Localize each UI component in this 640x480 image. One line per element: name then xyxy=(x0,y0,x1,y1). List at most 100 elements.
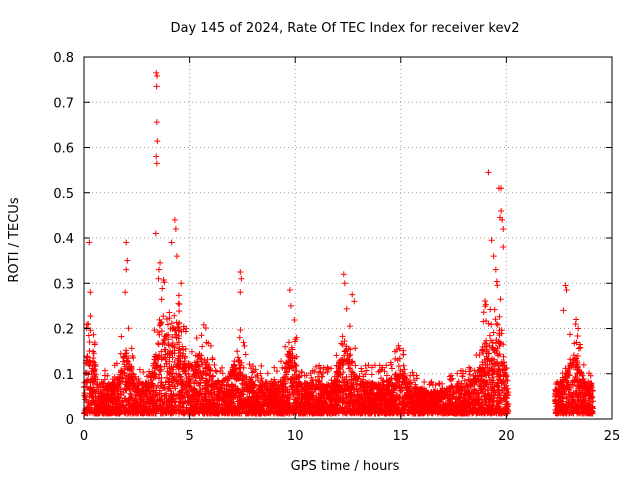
data-point xyxy=(330,381,337,388)
data-point xyxy=(205,364,212,371)
data-point xyxy=(127,365,134,372)
data-point xyxy=(298,369,305,376)
data-point xyxy=(436,380,443,387)
data-point xyxy=(358,365,365,372)
data-point xyxy=(400,347,407,354)
data-point xyxy=(453,403,460,410)
data-point xyxy=(153,362,160,369)
data-point xyxy=(169,382,176,389)
data-point xyxy=(125,396,132,403)
data-point xyxy=(158,327,165,334)
data-point xyxy=(188,406,195,413)
data-point xyxy=(333,388,340,395)
data-point xyxy=(151,353,158,360)
data-point xyxy=(129,370,136,377)
data-point xyxy=(401,401,408,408)
data-point xyxy=(179,394,186,401)
data-point xyxy=(116,410,123,417)
data-point xyxy=(390,408,397,415)
data-point xyxy=(288,344,295,351)
data-point xyxy=(151,370,158,377)
data-point xyxy=(493,381,500,388)
data-point xyxy=(209,410,216,417)
data-point xyxy=(205,340,212,347)
data-point xyxy=(486,367,493,374)
data-point xyxy=(260,407,267,414)
data-point xyxy=(455,386,462,393)
data-point xyxy=(136,366,143,373)
data-point xyxy=(194,389,201,396)
data-point xyxy=(367,389,374,396)
data-point xyxy=(401,395,408,402)
data-point xyxy=(292,367,299,374)
data-point xyxy=(187,379,194,386)
data-point xyxy=(295,410,302,417)
data-point xyxy=(109,397,116,404)
data-point xyxy=(128,385,135,392)
data-point xyxy=(194,369,201,376)
data-point xyxy=(475,399,482,406)
data-point xyxy=(102,372,109,379)
data-point xyxy=(193,380,200,387)
data-point xyxy=(199,398,206,405)
data-point xyxy=(151,327,158,334)
data-point xyxy=(163,315,170,322)
data-point xyxy=(167,385,174,392)
data-point xyxy=(352,362,359,369)
data-point xyxy=(318,393,325,400)
data-point xyxy=(504,391,511,398)
data-point xyxy=(257,370,264,377)
data-point xyxy=(442,401,449,408)
data-point xyxy=(128,345,135,352)
data-point xyxy=(466,405,473,412)
data-point xyxy=(341,408,348,415)
data-point xyxy=(341,338,348,345)
data-point xyxy=(294,392,301,399)
data-point xyxy=(250,389,257,396)
data-point xyxy=(490,329,497,336)
data-point xyxy=(182,368,189,375)
data-point xyxy=(405,407,412,414)
data-point xyxy=(342,388,349,395)
data-point xyxy=(207,342,214,349)
data-point xyxy=(355,399,362,406)
data-point xyxy=(202,325,209,332)
data-point xyxy=(235,354,242,361)
data-point xyxy=(323,389,330,396)
data-point xyxy=(291,371,298,378)
data-point xyxy=(337,394,344,401)
data-point xyxy=(271,364,278,371)
data-point xyxy=(454,370,461,377)
data-point xyxy=(490,368,497,375)
data-point xyxy=(174,381,181,388)
data-point xyxy=(144,409,151,416)
data-point xyxy=(210,403,217,410)
data-point xyxy=(338,340,345,347)
data-point xyxy=(317,386,324,393)
data-point xyxy=(170,364,177,371)
data-point xyxy=(85,359,92,366)
data-point xyxy=(466,377,473,384)
data-point xyxy=(252,398,259,405)
data-point xyxy=(90,354,97,361)
data-point xyxy=(303,372,310,379)
data-point xyxy=(86,393,93,400)
data-point xyxy=(206,376,213,383)
data-point xyxy=(201,357,208,364)
data-point xyxy=(238,359,245,366)
data-point xyxy=(91,341,98,348)
data-point xyxy=(343,381,350,388)
data-point xyxy=(273,368,280,375)
data-point xyxy=(99,410,106,417)
data-point xyxy=(482,401,489,408)
data-point xyxy=(379,381,386,388)
data-point xyxy=(473,352,480,359)
data-point xyxy=(320,402,327,409)
data-point xyxy=(324,382,331,389)
data-point xyxy=(231,383,238,390)
data-point xyxy=(383,362,390,369)
data-point xyxy=(391,384,398,391)
data-point xyxy=(246,395,253,402)
data-point xyxy=(130,354,137,361)
data-point xyxy=(146,403,153,410)
